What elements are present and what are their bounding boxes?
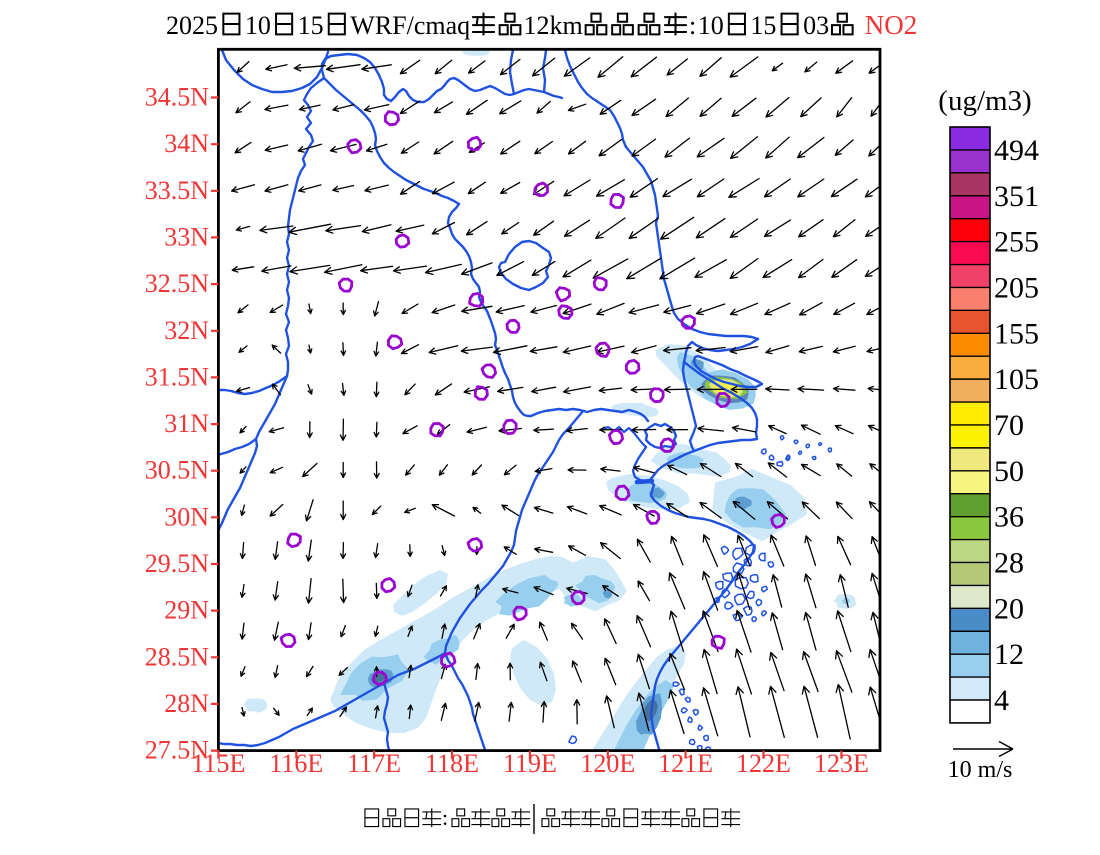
svg-text:28: 28 [994, 547, 1024, 580]
svg-text:28.5N: 28.5N [145, 642, 210, 671]
svg-text:351: 351 [994, 180, 1039, 213]
svg-text:105: 105 [994, 363, 1039, 396]
svg-text:29.5N: 29.5N [145, 549, 210, 578]
svg-text:30.5N: 30.5N [145, 456, 210, 485]
svg-text:155: 155 [994, 317, 1039, 350]
svg-text:70: 70 [994, 409, 1024, 442]
svg-text:4: 4 [994, 684, 1009, 717]
svg-text:12km: 12km [524, 11, 583, 40]
svg-text:10: 10 [698, 11, 724, 40]
svg-text::: : [689, 11, 696, 40]
svg-text:31.5N: 31.5N [145, 362, 210, 391]
svg-text:34.5N: 34.5N [145, 83, 210, 112]
svg-text:12: 12 [994, 638, 1024, 671]
svg-text:50: 50 [994, 455, 1024, 488]
svg-text:15: 15 [750, 11, 776, 40]
svg-text:20: 20 [994, 592, 1024, 625]
svg-text:205: 205 [994, 271, 1039, 304]
svg-text:32.5N: 32.5N [145, 269, 210, 298]
svg-text:32N: 32N [164, 316, 209, 345]
svg-text:10: 10 [245, 11, 271, 40]
svg-text:27.5N: 27.5N [145, 736, 210, 765]
svg-text:WRF/cmaq: WRF/cmaq [350, 11, 470, 40]
svg-text:10 m/s: 10 m/s [948, 757, 1013, 783]
svg-text:255: 255 [994, 226, 1039, 259]
svg-text:29N: 29N [164, 596, 209, 625]
svg-text:03: 03 [803, 11, 829, 40]
svg-text:15: 15 [298, 11, 324, 40]
svg-text:(ug/m3): (ug/m3) [938, 85, 1031, 117]
svg-text:36: 36 [994, 501, 1024, 534]
svg-text:2025: 2025 [166, 11, 218, 40]
svg-text:NO2: NO2 [865, 10, 918, 40]
svg-text:33N: 33N [164, 222, 209, 251]
svg-text::: : [442, 805, 448, 830]
svg-text:33.5N: 33.5N [145, 176, 210, 205]
svg-text:28N: 28N [164, 689, 209, 718]
svg-text:494: 494 [994, 134, 1039, 167]
svg-text:34N: 34N [164, 129, 209, 158]
svg-text:31N: 31N [164, 409, 209, 438]
svg-text:30N: 30N [164, 502, 209, 531]
